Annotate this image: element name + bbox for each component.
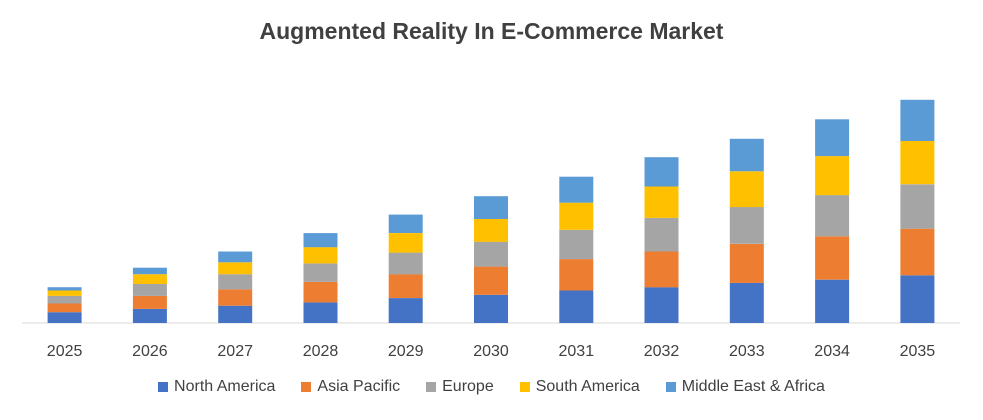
bar-segment-2031-south-america	[559, 202, 594, 230]
bar-segment-2034-north-america	[815, 279, 850, 323]
legend-label: Asia Pacific	[317, 378, 401, 395]
bar-segment-2028-europe	[303, 263, 338, 282]
bar-segment-2027-europe	[218, 274, 253, 290]
plot-area: 2025 2026 2027 2028 2029 2030 2031 2032 2033 2034…	[22, 99, 960, 360]
x-tick-label-2028: 2028	[303, 343, 339, 360]
x-tick-label-2034: 2034	[814, 343, 850, 360]
bar-segment-2035-europe	[900, 184, 935, 229]
legend-item: North America	[158, 378, 275, 396]
chart-title: Augmented Reality In E-Commerce Market	[259, 18, 724, 44]
bar-segment-2028-south-america	[303, 247, 338, 264]
bar-segment-2028-asia-pacific	[303, 281, 338, 303]
x-tick-label-2025: 2025	[47, 343, 83, 360]
legend-item: Europe	[426, 378, 494, 396]
bar-segment-2025-north-america	[47, 312, 82, 323]
bar-segment-2026-south-america	[132, 274, 167, 284]
legend-item: South America	[519, 378, 640, 396]
bar-segment-2032-north-america	[644, 287, 679, 323]
legend-item: Asia Pacific	[301, 378, 400, 396]
bar-segment-2031-asia-pacific	[559, 259, 594, 291]
legend: North America Asia Pacific Europe South Ame…	[0, 378, 983, 396]
bar-segment-2027-asia-pacific	[218, 289, 253, 306]
x-tick-label-2031: 2031	[559, 343, 595, 360]
bar-segment-2035-middle-east-africa	[900, 99, 935, 141]
bar-segment-2034-middle-east-africa	[815, 119, 850, 157]
bar-segment-2027-north-america	[218, 305, 253, 323]
bar-segment-2034-south-america	[815, 156, 850, 196]
bar-segment-2025-south-america	[47, 290, 82, 296]
x-tick-label-2035: 2035	[900, 343, 936, 360]
bar-segment-2026-asia-pacific	[132, 295, 167, 309]
x-tick-label-2033: 2033	[729, 343, 765, 360]
bar-segment-2032-south-america	[644, 186, 679, 218]
bar-segment-2030-europe	[474, 241, 508, 267]
bar-segment-2034-europe	[815, 195, 850, 237]
x-tick-label-2029: 2029	[388, 343, 424, 360]
bar-segment-2033-middle-east-africa	[729, 138, 764, 172]
bar-segment-2035-south-america	[900, 140, 935, 185]
bar-segment-2029-europe	[388, 252, 423, 275]
bar-segment-2031-europe	[559, 229, 594, 260]
bar-segment-2027-middle-east-africa	[218, 251, 253, 263]
bar-segment-2028-north-america	[303, 302, 338, 323]
bar-segment-2032-middle-east-africa	[644, 157, 679, 187]
x-tick-label-2027: 2027	[217, 343, 253, 360]
bar-segment-2032-europe	[644, 217, 679, 252]
bar-segment-2025-asia-pacific	[47, 303, 82, 313]
bar-segment-2030-middle-east-africa	[474, 196, 508, 219]
bar-segment-2025-middle-east-africa	[47, 287, 82, 291]
bar-segment-2026-europe	[132, 284, 167, 296]
legend-label: Europe	[442, 378, 494, 395]
x-tick-label-2026: 2026	[132, 343, 168, 360]
legend-label: North America	[174, 378, 276, 395]
bar-segment-2027-south-america	[218, 262, 253, 275]
legend-item: Middle East & Africa	[665, 378, 825, 396]
bar-segment-2031-middle-east-africa	[559, 176, 594, 203]
bar-segment-2035-asia-pacific	[900, 228, 935, 276]
legend-swatch	[665, 382, 676, 392]
bar-segment-2031-north-america	[559, 290, 594, 323]
bar-segment-2029-middle-east-africa	[388, 214, 423, 233]
bar-segment-2033-north-america	[729, 282, 764, 323]
bar-segment-2029-asia-pacific	[388, 274, 423, 298]
legend-label: Middle East & Africa	[681, 378, 825, 395]
bar-segment-2026-middle-east-africa	[132, 267, 167, 275]
legend-swatch	[158, 382, 169, 392]
bar-segment-2028-middle-east-africa	[303, 233, 338, 248]
bar-segment-2033-asia-pacific	[729, 243, 764, 283]
bar-segment-2032-asia-pacific	[644, 251, 679, 288]
bar-segment-2030-north-america	[474, 294, 508, 323]
bar-segment-2029-south-america	[388, 233, 423, 253]
bar-segment-2029-north-america	[388, 298, 423, 323]
legend-label: South America	[535, 378, 640, 395]
bar-segment-2030-south-america	[474, 219, 508, 242]
x-tick-label-2032: 2032	[644, 343, 680, 360]
bar-segment-2026-north-america	[132, 308, 167, 323]
x-tick-label-2030: 2030	[473, 343, 509, 360]
legend-swatch	[519, 382, 530, 392]
bar-segment-2034-asia-pacific	[815, 236, 850, 280]
bar-segment-2033-south-america	[729, 171, 764, 208]
bar-segment-2035-north-america	[900, 275, 935, 323]
bar-segment-2030-asia-pacific	[474, 266, 508, 295]
legend-swatch	[301, 382, 312, 392]
bar-segment-2033-europe	[729, 207, 764, 244]
bar-segment-2025-europe	[47, 295, 82, 304]
legend-swatch	[426, 382, 437, 392]
